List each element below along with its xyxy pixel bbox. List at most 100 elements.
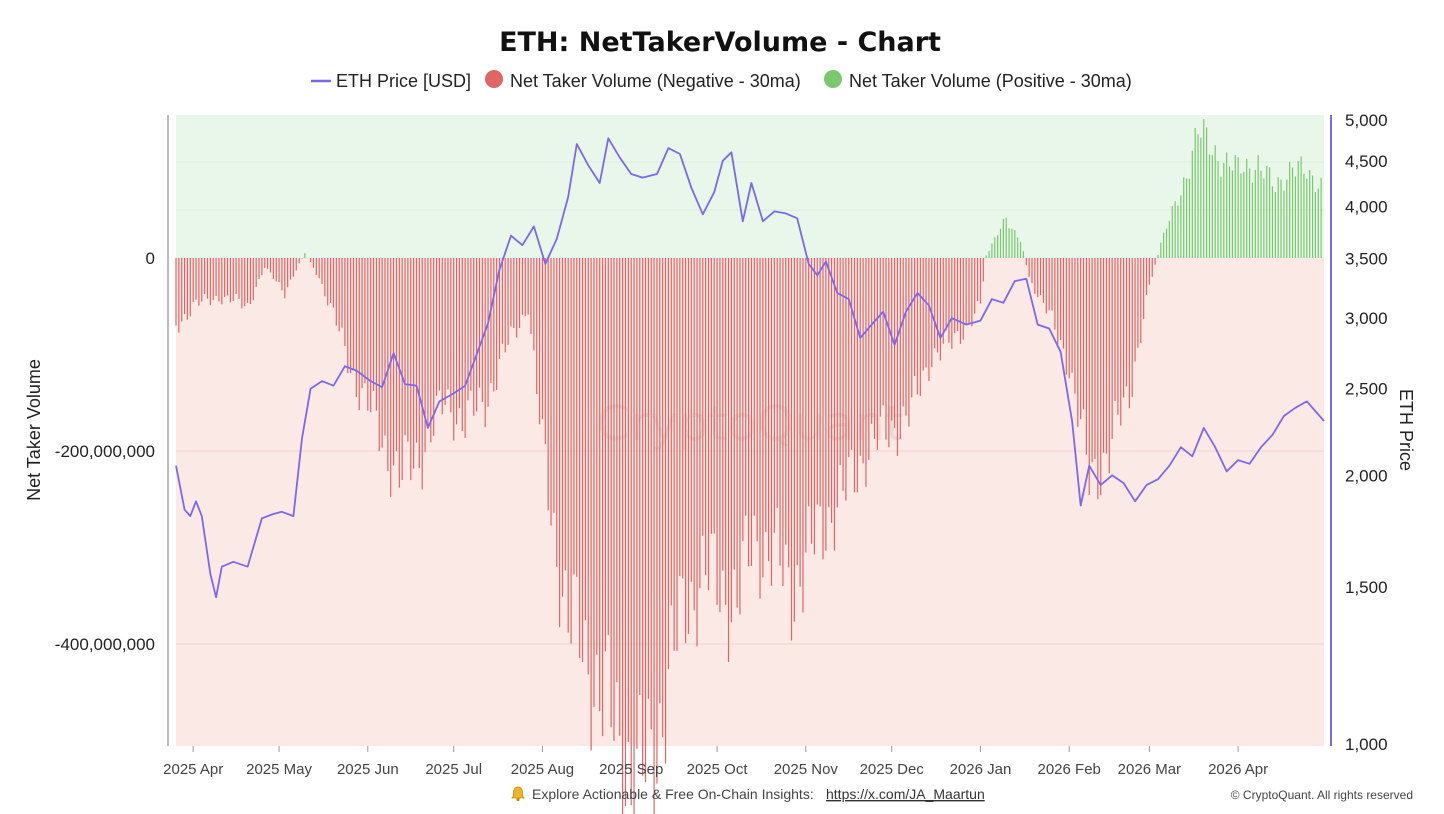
legend-item-positive[interactable]: Net Taker Volume (Positive - 30ma) [824,70,1132,91]
footer-prefix: Explore Actionable & Free On-Chain Insig… [532,786,814,802]
bar-negative [790,258,793,641]
bar-positive [1171,205,1173,258]
bar-negative [779,258,781,566]
bar-positive [1309,170,1311,258]
bar-negative [768,258,770,562]
bar-negative [433,258,435,436]
bar-negative [392,258,395,466]
bar-positive [1177,205,1179,258]
bar-negative [1057,258,1059,344]
bar-negative [1042,258,1045,303]
bar-negative [567,258,569,633]
bar-negative [410,258,412,481]
x-tick-label: 2025 Jun [337,761,399,778]
bar-positive [1194,127,1196,258]
bar-negative [730,258,732,623]
bar-negative [868,258,870,460]
bar-negative [541,258,544,420]
bar-negative [341,258,343,328]
bar-negative [364,258,366,384]
bar-negative [292,258,294,277]
bar-negative [776,258,778,508]
bar-negative [914,258,916,376]
bar-negative [332,258,335,308]
x-tick-label: 2025 Sep [599,761,663,778]
bar-negative [321,258,323,284]
legend-item-negative[interactable]: Net Taker Volume (Negative - 30ma) [485,70,801,91]
bar-negative [510,258,512,327]
bar-negative [370,258,372,413]
bar-negative [215,258,217,296]
bar-positive [1157,254,1159,258]
bar-negative [862,258,864,464]
legend-item-eth-price[interactable]: ETH Price [USD] [311,71,471,91]
watermark: CryptoQuant [596,396,903,452]
bar-positive [1269,167,1271,258]
bar-negative [444,258,446,405]
bar-negative [252,258,254,301]
legend-label-positive: Net Taker Volume (Positive - 30ma) [849,71,1132,91]
bar-negative [891,258,893,421]
bar-negative [676,258,678,651]
bar-positive [1231,170,1233,258]
bar-negative [421,258,423,490]
bar-negative [747,258,750,567]
bar-negative [856,258,858,493]
bar-positive [1160,242,1162,258]
bar-positive [1183,177,1185,258]
bar-negative [1039,258,1042,296]
bar-negative [430,258,432,443]
bar-negative [707,258,710,591]
bar-negative [1065,258,1067,375]
bar-negative [962,258,964,340]
bar-positive [1271,186,1274,258]
bar-negative [805,258,807,553]
bar-negative [1114,258,1116,402]
bar-positive [1303,173,1305,258]
bar-positive [1206,127,1208,258]
bar-negative [911,258,913,398]
bar-negative [1131,258,1133,398]
bar-negative [845,258,847,501]
bar-negative [696,258,698,647]
bar-negative [295,258,297,271]
bar-negative [1097,258,1099,500]
bar-negative [888,258,890,448]
bar-negative [942,258,944,344]
bar-negative [352,258,355,371]
bar-negative [816,258,818,505]
bar-negative [347,258,349,374]
bar-negative [404,258,406,436]
bar-negative [1037,258,1039,298]
bar-negative [1100,258,1102,496]
bar-negative [269,258,272,273]
bar-negative [759,258,761,599]
bar-negative [501,258,503,344]
bar-negative [413,258,415,469]
bar-negative [587,258,589,675]
bar-negative [289,258,292,280]
bar-negative [533,258,535,351]
bar-negative [639,258,641,696]
bar-negative [1108,258,1110,474]
bar-negative [335,258,337,326]
bar-positive [1005,217,1007,258]
bar-negative [802,258,804,613]
bar-negative [825,258,827,551]
right-tick-label: 3,500 [1345,249,1388,268]
bar-negative [604,258,607,652]
bar-negative [530,258,532,334]
bar-negative [644,258,647,783]
right-axis-title: ETH Price [1396,389,1416,471]
footer: Explore Actionable & Free On-Chain Insig… [511,786,1413,802]
bar-positive [1254,169,1256,258]
bar-negative [550,258,552,526]
footer-link[interactable]: https://x.com/JA_Maartun [826,786,985,802]
bar-negative [284,258,286,299]
bar-negative [275,258,277,282]
x-tick-label: 2026 Jan [950,761,1012,778]
bar-negative [441,258,443,415]
bar-negative [478,258,481,388]
x-tick-label: 2025 Dec [860,761,925,778]
bar-negative [481,258,483,402]
